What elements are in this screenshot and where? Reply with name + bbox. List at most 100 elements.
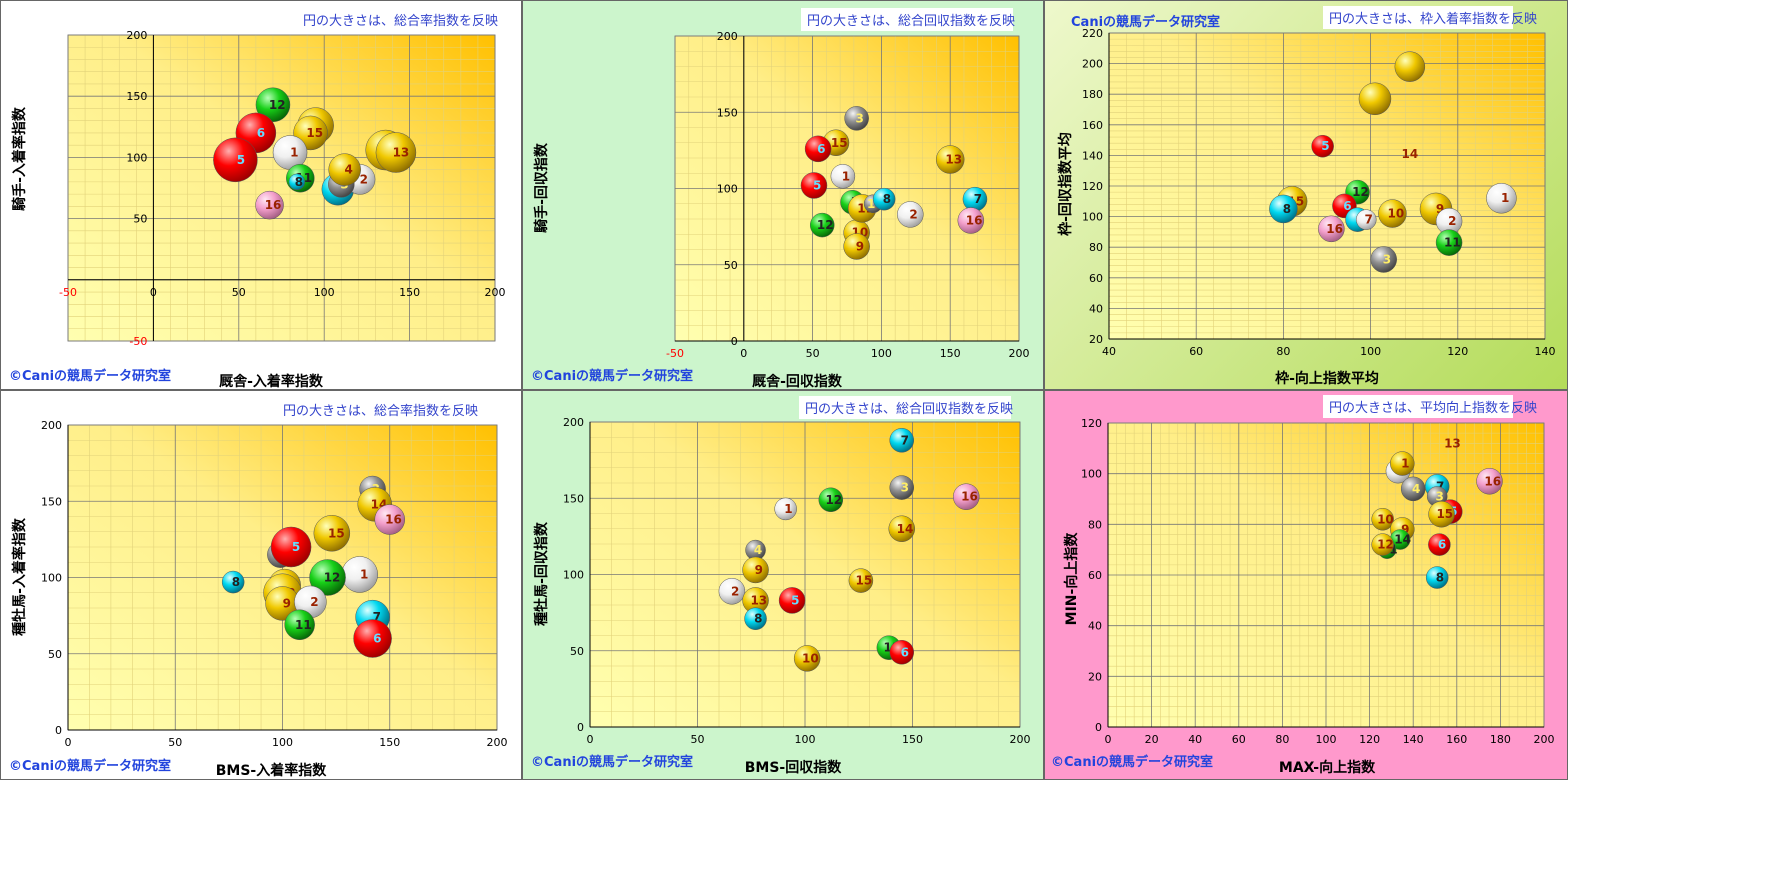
x-tick-label: 200	[1010, 733, 1031, 746]
y-tick-label: 120	[1081, 417, 1102, 430]
x-tick-label: 40	[1188, 733, 1202, 746]
bubble-point: 16	[1318, 215, 1345, 243]
point-label: 14	[1401, 147, 1418, 161]
bubble-point: 5	[213, 137, 258, 183]
bubble-label: 13	[393, 146, 410, 160]
bubble-point: 5	[778, 587, 806, 614]
y-tick-label: 50	[48, 648, 62, 661]
y-tick-label: 0	[731, 335, 738, 348]
x-tick-label: 40	[1102, 345, 1116, 358]
y-tick-label: 150	[717, 106, 738, 119]
x-tick-label: 80	[1275, 733, 1289, 746]
x-tick-label: 160	[1446, 733, 1467, 746]
y-tick-label: 0	[55, 724, 62, 737]
bubble-point: 8	[1425, 566, 1449, 589]
bubble-label: 5	[237, 153, 245, 167]
y-tick-label: 150	[41, 495, 62, 508]
x-tick-label: 100	[314, 286, 335, 299]
bubble-point: 8	[872, 187, 896, 211]
y-tick-label: 20	[1089, 333, 1103, 346]
bubble-point: 1	[341, 556, 378, 593]
bubble-point: 12	[309, 559, 346, 596]
y-axis-label: 枠-回収指数平均	[1058, 132, 1074, 236]
y-tick-label: 100	[1082, 211, 1103, 224]
bubble-label: 2	[731, 584, 739, 598]
y-tick-label: 100	[41, 572, 62, 585]
bubble-label: 15	[856, 574, 873, 588]
x-tick-label: 0	[740, 347, 747, 360]
y-tick-label: 120	[1082, 180, 1103, 193]
bubble-label: 12	[324, 571, 341, 585]
bubble-point: 1	[830, 164, 856, 189]
bubble-label: 5	[292, 540, 300, 554]
chart-panel-4: 0501001502000501001502003141615451121081…	[0, 390, 522, 780]
bubble-label: 12	[1352, 185, 1369, 199]
scatter-chart-2: -500501001502000501001502003156151210971…	[666, 30, 1030, 360]
copyright-text: ©Caniの競馬データ研究室	[9, 759, 172, 774]
x-tick-label: 0	[65, 736, 72, 749]
bubble-label: 8	[295, 175, 303, 189]
bubble-size-note: 円の大きさは、総合率指数を反映	[297, 8, 505, 31]
x-axis-label: MAX-向上指数	[1278, 760, 1376, 776]
bubble-label: 5	[1321, 139, 1329, 153]
x-tick-label: 50	[691, 733, 705, 746]
x-tick-label: 200	[1009, 347, 1030, 360]
y-tick-label: 20	[1088, 670, 1102, 683]
copyright-text: ©Caniの競馬データ研究室	[9, 369, 172, 384]
bubble-point: 15	[1428, 500, 1455, 528]
x-tick-label: -50	[666, 347, 684, 360]
y-tick-label: 200	[126, 29, 147, 42]
bubble-label: 6	[901, 645, 909, 659]
bubble-label: 5	[791, 593, 799, 607]
bubble-point: 5	[800, 172, 828, 199]
chart-panel-1: -50050100150200-505010015020012659151118…	[0, 0, 522, 390]
bubble-point: 6	[889, 640, 914, 665]
bubble-point: 6	[1428, 533, 1451, 556]
bubble-point: 14	[888, 515, 915, 542]
y-tick-label: 180	[1082, 88, 1103, 101]
x-axis-label: 枠-向上指数平均	[1275, 371, 1379, 387]
bubble-point: 4	[1400, 476, 1426, 502]
bubble-label: 3	[855, 111, 863, 125]
bubble-label: 1	[290, 146, 298, 160]
bubble-label: 15	[831, 136, 848, 150]
bubble-label: 14	[1394, 533, 1411, 547]
bubble-label: 10	[1388, 207, 1405, 221]
bubble-label: 9	[1436, 202, 1444, 216]
x-axis-label: 厩舎-回収指数	[752, 374, 842, 390]
bubble-point: 10	[1371, 508, 1394, 531]
bubble-point: 6	[804, 135, 832, 163]
x-tick-label: 120	[1359, 733, 1380, 746]
bubble-point: 12	[255, 87, 291, 123]
major-grid	[1107, 422, 1545, 728]
x-tick-label: 200	[487, 736, 508, 749]
bubble-label: 2	[909, 207, 917, 221]
y-tick-label: 0	[1095, 721, 1102, 734]
y-axis-label: MIN-向上指数	[1064, 532, 1080, 626]
major-grid	[589, 421, 1021, 728]
bubble-label: 11	[1444, 236, 1461, 250]
x-tick-label: -50	[59, 286, 77, 299]
y-tick-label: 200	[717, 30, 738, 43]
bubble-label: 14	[897, 522, 914, 536]
bubble-point: 13	[375, 132, 417, 173]
x-axis-label: BMS-回収指数	[744, 760, 842, 776]
x-tick-label: 100	[871, 347, 892, 360]
bubble-point: 8	[288, 173, 306, 191]
y-tick-label: 220	[1082, 27, 1103, 40]
x-tick-label: 200	[1534, 733, 1555, 746]
bubble-size-note: 円の大きさは、総合回収指数を反映	[801, 8, 1015, 31]
bubble-size-note: 円の大きさは、平均向上指数を反映	[1323, 395, 1537, 418]
x-tick-label: 200	[485, 286, 506, 299]
x-tick-label: 100	[1316, 733, 1337, 746]
bubble-label: 15	[1436, 507, 1453, 521]
bubble-label: 7	[1365, 213, 1373, 227]
y-axis-label: 騎手-入着率指数	[12, 107, 28, 211]
bubble-point	[1394, 51, 1426, 82]
y-tick-label: 40	[1089, 302, 1103, 315]
bubble-point: 1	[272, 135, 308, 170]
y-tick-label: 200	[41, 419, 62, 432]
x-tick-label: 120	[1447, 345, 1468, 358]
bubble-point: 13	[935, 145, 965, 174]
y-tick-label: 140	[1082, 149, 1103, 162]
